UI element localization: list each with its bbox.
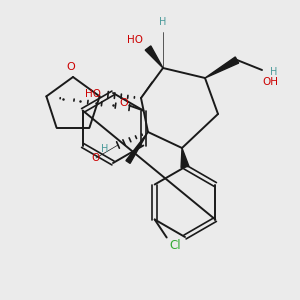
Polygon shape (145, 46, 163, 68)
Text: O: O (67, 62, 75, 72)
Text: HO: HO (85, 89, 101, 99)
Text: H: H (159, 17, 167, 27)
Text: O: O (119, 98, 128, 109)
Text: HO: HO (127, 35, 143, 45)
Polygon shape (126, 132, 148, 164)
Text: O: O (92, 153, 100, 163)
Polygon shape (205, 57, 239, 78)
Polygon shape (181, 148, 189, 168)
Text: Cl: Cl (169, 239, 181, 252)
Text: H: H (270, 67, 278, 77)
Text: H: H (101, 144, 109, 154)
Text: OH: OH (262, 77, 278, 87)
